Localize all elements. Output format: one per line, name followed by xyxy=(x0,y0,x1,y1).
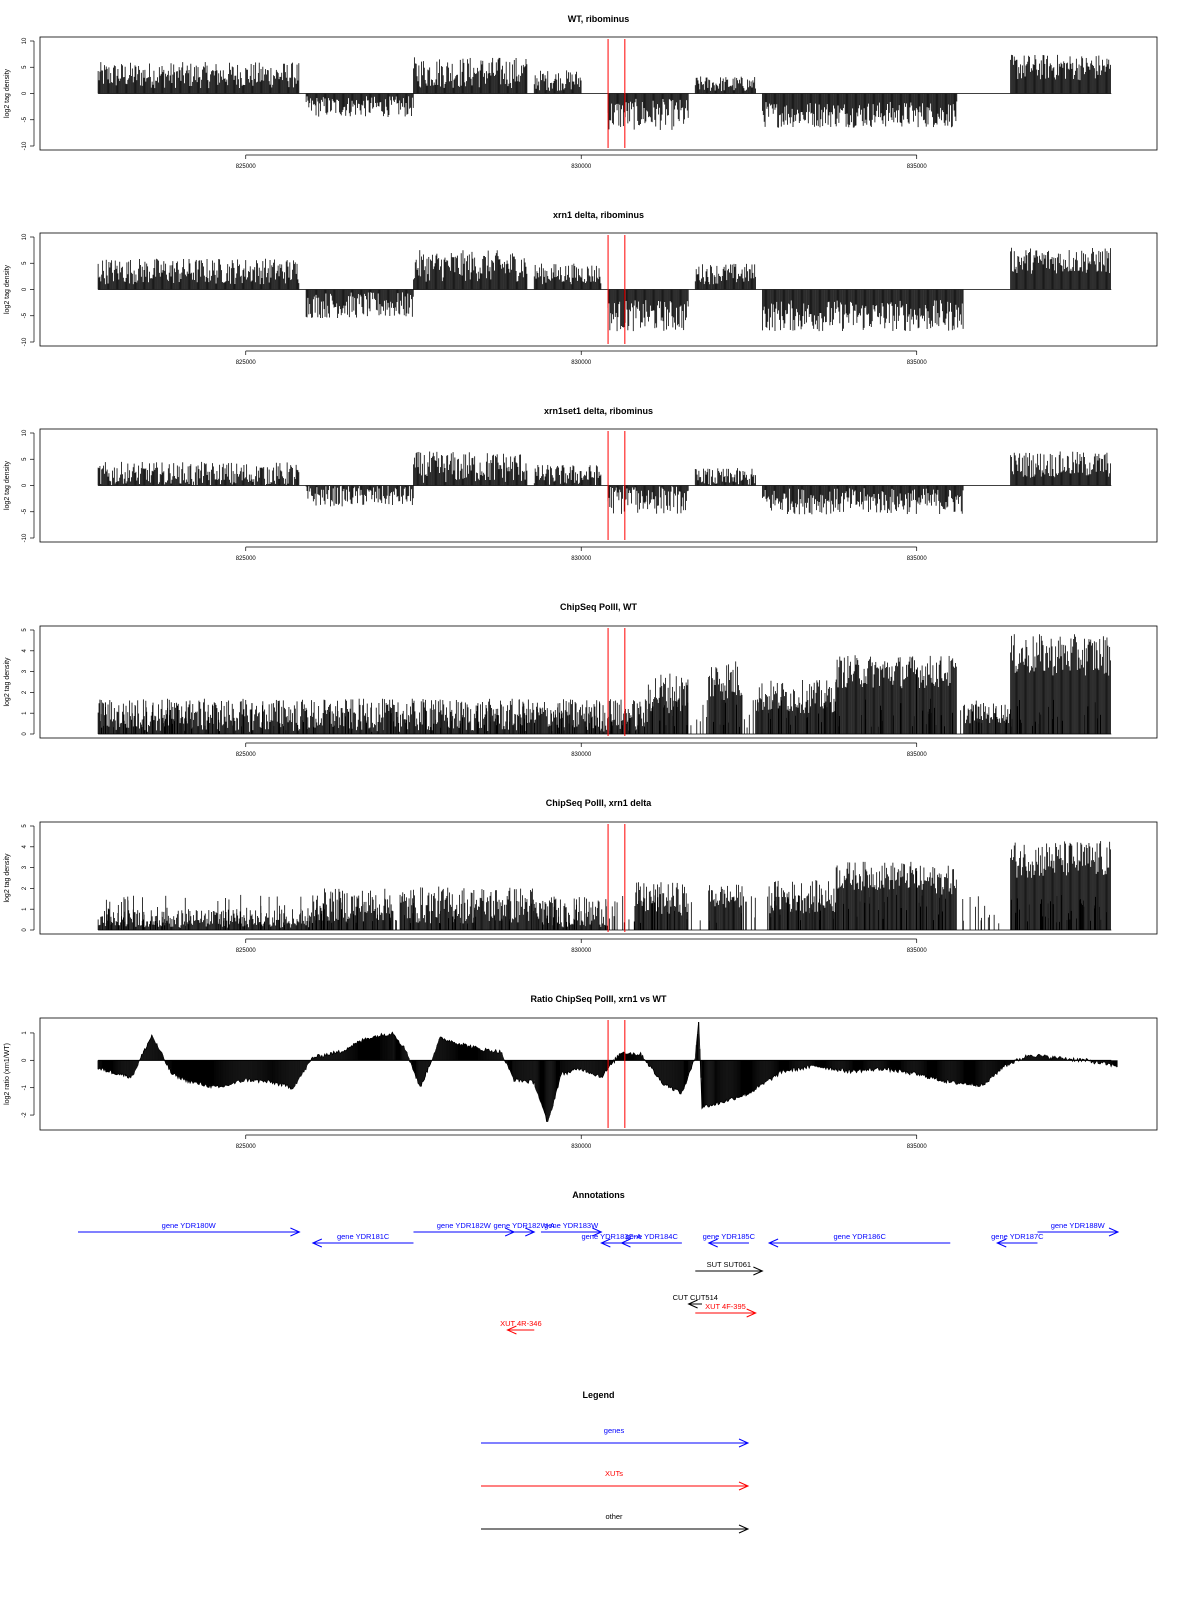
y-axis-label: log2 tag density xyxy=(4,68,11,118)
panel-chipseq-wt: ChipSeq PolII, WT log2 tag density 0 1 2 3 4… xyxy=(4,602,1158,758)
data-bars xyxy=(97,247,1111,332)
x-tick-label: 830000 xyxy=(571,164,592,170)
x-tick-label: 825000 xyxy=(236,752,257,758)
x-tick-label: 825000 xyxy=(236,164,257,170)
plot-frame xyxy=(39,625,1158,739)
plot-frame xyxy=(39,232,1158,347)
x-tick-label: 835000 xyxy=(907,752,928,758)
y-tick-label: 0 xyxy=(22,287,28,291)
y-axis: -10 -5 0 5 10 xyxy=(22,37,35,150)
y-tick-label: 10 xyxy=(22,429,28,436)
y-tick-label: 3 xyxy=(22,669,28,673)
y-tick-label: -10 xyxy=(22,337,28,346)
x-tick-label: 835000 xyxy=(907,556,928,562)
x-tick-label: 825000 xyxy=(236,556,257,562)
y-axis: -10 -5 0 5 10 xyxy=(22,233,35,346)
y-axis-label: log2 tag density xyxy=(4,460,11,510)
y-axis: 0 1 2 3 4 5 xyxy=(22,628,35,736)
plot-frame xyxy=(39,428,1158,543)
x-tick-label: 825000 xyxy=(236,360,257,366)
y-tick-label: 0 xyxy=(22,483,28,487)
x-tick-label: 835000 xyxy=(907,164,928,170)
y-tick-label: 0 xyxy=(22,732,28,736)
x-axis: 825000 830000 835000 xyxy=(236,546,928,562)
panel-xrn1-ribominus: xrn1 delta, ribominus log2 tag density -… xyxy=(4,210,1158,366)
panel-title: xrn1 delta, ribominus xyxy=(553,210,644,220)
x-tick-label: 830000 xyxy=(571,556,592,562)
data-bars xyxy=(97,634,1111,734)
plot-frame xyxy=(39,821,1158,935)
y-tick-label: 10 xyxy=(22,233,28,240)
x-axis: 825000 830000 835000 xyxy=(236,742,928,758)
y-tick-label: 2 xyxy=(22,690,28,694)
x-axis: 825000 830000 835000 xyxy=(236,350,928,366)
panel-title: WT, ribominus xyxy=(568,14,630,24)
data-bars xyxy=(97,54,1111,130)
panel-title: xrn1set1 delta, ribominus xyxy=(544,406,653,416)
y-tick-label: 0 xyxy=(22,91,28,95)
y-tick-label: -5 xyxy=(22,508,28,514)
panel-title: ChipSeq PolII, xrn1 delta xyxy=(546,798,653,808)
panel-wt-ribominus: WT, ribominus log2 tag density -10 -5 0 5 10… xyxy=(4,14,1158,170)
y-axis: -10 -5 0 5 10 xyxy=(22,429,35,542)
y-tick-label: -10 xyxy=(22,141,28,150)
y-tick-label: 4 xyxy=(22,648,28,652)
y-axis-label: log2 tag density xyxy=(4,264,11,314)
data-bars xyxy=(97,451,1111,515)
y-tick-label: 5 xyxy=(22,628,28,632)
plot-frame xyxy=(39,36,1158,151)
data-bars xyxy=(97,841,1111,930)
x-tick-label: 830000 xyxy=(571,360,592,366)
y-tick-label: 5 xyxy=(22,261,28,265)
y-axis-label: log2 tag density xyxy=(4,657,11,707)
x-tick-label: 830000 xyxy=(571,752,592,758)
y-tick-label: -5 xyxy=(22,116,28,122)
y-tick-label: 5 xyxy=(22,457,28,461)
x-axis: 825000 830000 835000 xyxy=(236,154,928,170)
y-tick-label: 5 xyxy=(22,65,28,69)
y-tick-label: 10 xyxy=(22,37,28,44)
panel-xrn1set1-ribominus: xrn1set1 delta, ribominus log2 tag densi… xyxy=(4,406,1158,562)
y-tick-label: -10 xyxy=(22,533,28,542)
y-tick-label: 1 xyxy=(22,711,28,715)
y-tick-label: -5 xyxy=(22,312,28,318)
x-tick-label: 835000 xyxy=(907,360,928,366)
panel-title: ChipSeq PolII, WT xyxy=(560,602,637,612)
y-axis-label: log2 tag density xyxy=(4,853,11,903)
panel-chipseq-xrn1: ChipSeq PolII, xrn1 delta log2 tag densi… xyxy=(4,798,1158,954)
